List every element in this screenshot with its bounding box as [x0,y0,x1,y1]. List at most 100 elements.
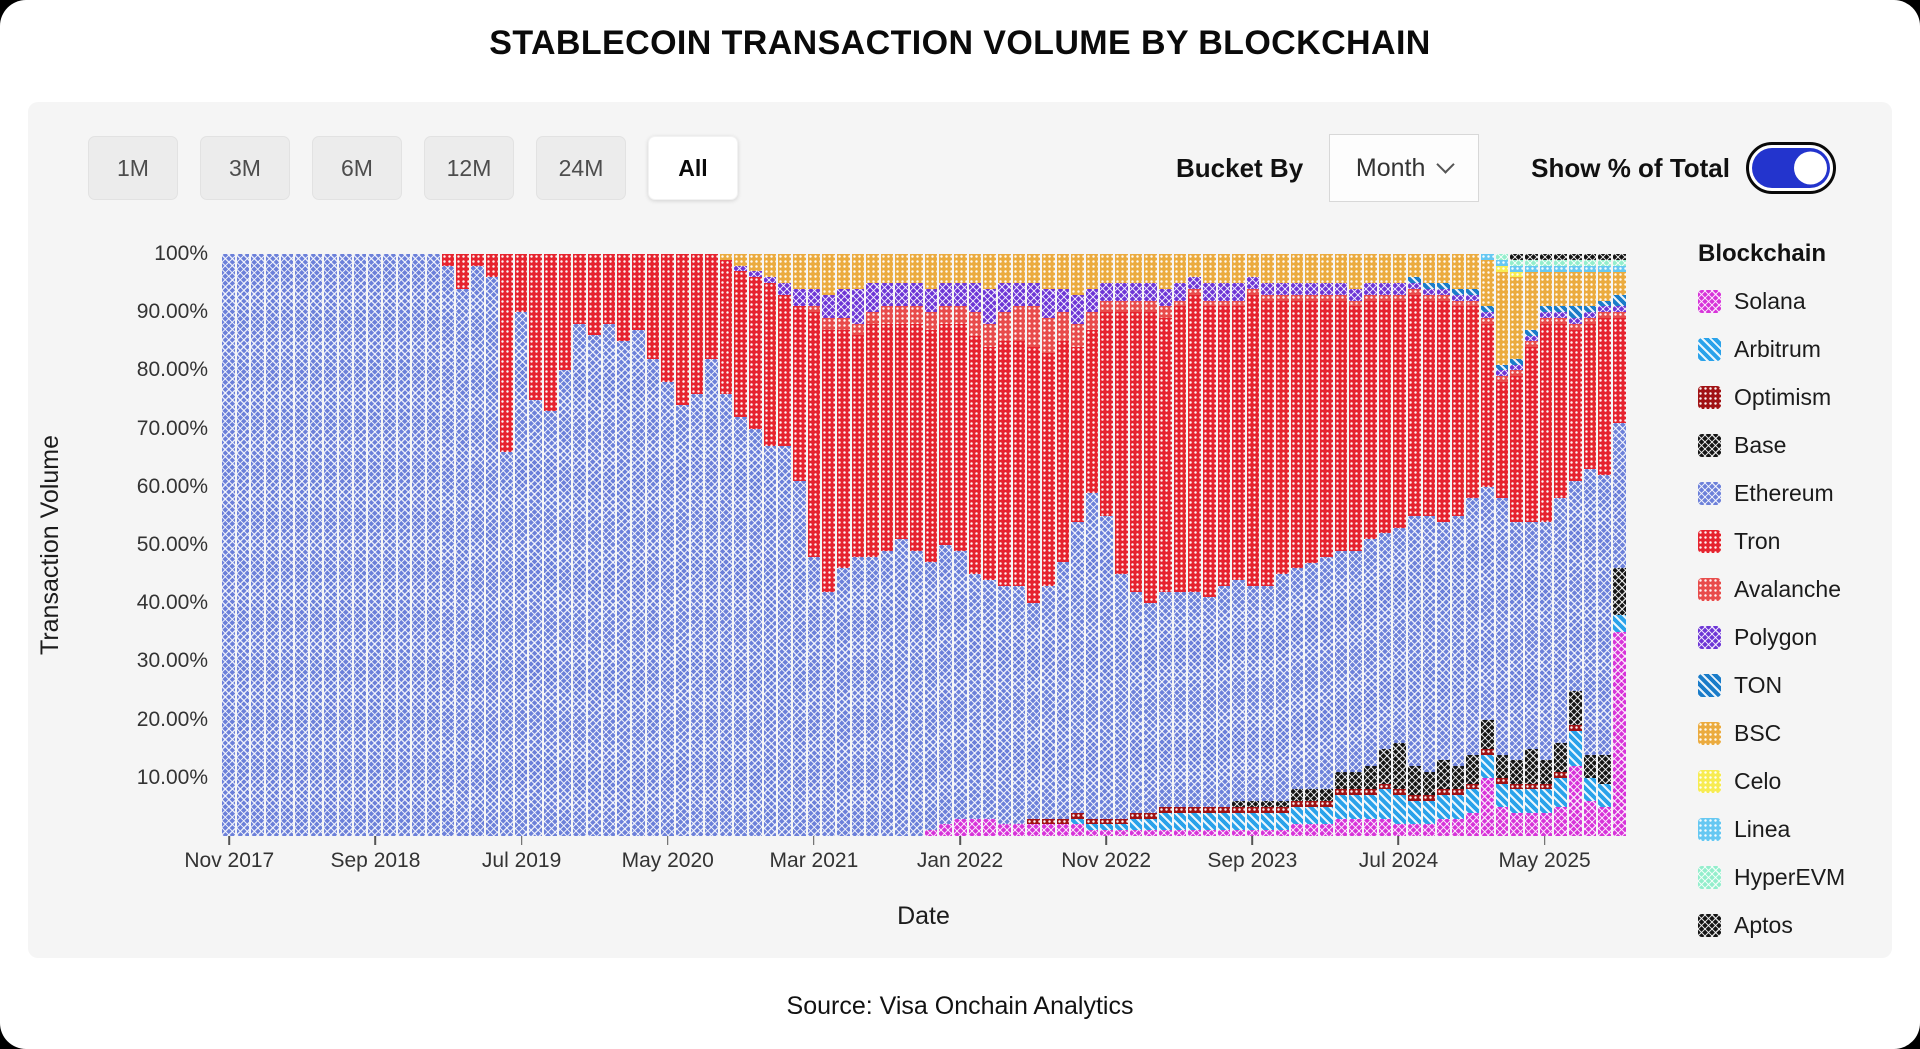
legend-item-optimism[interactable]: Optimism [1698,384,1884,411]
solana-segment [1568,766,1582,836]
ethereum-segment [1495,498,1509,755]
range-button-3m[interactable]: 3M [200,136,290,200]
legend-item-hyperevm[interactable]: HyperEVM [1698,864,1884,891]
legend-item-aptos[interactable]: Aptos [1698,912,1884,939]
bar [1568,254,1582,836]
range-button-6m[interactable]: 6M [312,136,402,200]
legend-item-base[interactable]: Base [1698,432,1884,459]
bar [1422,254,1436,836]
bar [324,254,338,836]
legend-item-tron[interactable]: Tron [1698,528,1884,555]
optimism-segment [1525,783,1538,790]
bar [792,254,806,836]
ton-segment [1407,277,1421,284]
bsc-segment [1481,259,1494,307]
avalanche-segment [1159,306,1172,319]
legend-item-solana[interactable]: Solana [1698,288,1884,315]
optimism-segment [1261,806,1275,813]
tron-segment [631,254,645,330]
optimism-segment [1232,806,1245,813]
bsc-segment [1290,254,1304,284]
ethereum-segment [1071,521,1084,813]
bucket-by-select[interactable]: Month [1329,134,1480,202]
legend-item-celo[interactable]: Celo [1698,768,1884,795]
optimism-segment [1290,801,1304,807]
bar [1159,254,1172,836]
bsc-segment [807,254,821,289]
polygon-segment [778,283,791,295]
avalanche-segment [1056,312,1070,342]
bsc-segment [1612,271,1626,295]
y-tick-label: 40.00% [136,591,208,615]
legend-item-arbitrum[interactable]: Arbitrum [1698,336,1884,363]
optimism-segment [1437,789,1450,796]
x-tick-label: Jul 2024 [1358,849,1439,872]
legend-item-linea[interactable]: Linea [1698,816,1884,843]
arbitrum-segment [1217,812,1231,831]
tron-segment [1583,323,1597,470]
bar [1056,254,1070,836]
y-tick-label: 20.00% [136,707,208,731]
solana-segment [1290,824,1304,836]
avalanche-segment [1012,306,1026,342]
x-axis: Nov 2017 Sep 2018 Jul 2019 May 2020 Mar 2021… [184,836,1625,896]
solana-segment [1334,818,1348,836]
range-button-all[interactable]: All [648,136,738,200]
hyperevm-segment [1598,259,1611,266]
bucket-by-value: Month [1355,153,1426,182]
tron-segment [514,254,528,313]
ton-segment [1481,306,1494,313]
bar [1071,254,1084,836]
avalanche-segment [1129,300,1143,313]
solana-segment [1144,830,1157,836]
legend-item-polygon[interactable]: Polygon [1698,624,1884,651]
legend-item-ethereum[interactable]: Ethereum [1698,480,1884,507]
bar [763,254,777,836]
tron-segment [1495,382,1509,499]
hyperevm-swatch-icon [1698,866,1721,889]
bar [895,254,909,836]
legend-item-ton[interactable]: TON [1698,672,1884,699]
bar [880,254,894,836]
polygon-segment [1583,312,1597,319]
show-percent-toggle[interactable] [1746,142,1836,194]
avalanche-segment [1407,288,1421,295]
range-button-12m[interactable]: 12M [424,136,514,200]
avalanche-segment [1100,300,1114,313]
ethereum-segment [807,556,821,836]
ethereum-segment [705,358,718,836]
ethereum-segment [558,370,572,836]
ethereum-segment [792,480,806,836]
bsc-segment [822,254,835,295]
solana-segment [954,818,967,836]
bar [1363,254,1377,836]
bar [1525,254,1538,836]
arbitrum-segment [1407,801,1421,825]
bsc-segment [968,254,982,284]
aptos-segment [1568,254,1582,260]
range-button-24m[interactable]: 24M [536,136,626,200]
arbitrum-segment [1144,818,1157,831]
base-segment [1393,742,1406,790]
solana-segment [1085,830,1099,836]
bar [1466,254,1480,836]
bsc-segment [939,254,953,284]
linea-segment [1481,254,1494,260]
legend-item-avalanche[interactable]: Avalanche [1698,576,1884,603]
x-tick-mark [959,836,961,845]
bar [1085,254,1099,836]
polygon-segment [1261,283,1275,295]
base-segment [1568,690,1582,726]
range-button-group: 1M 3M 6M 12M 24M All [88,136,738,200]
legend-item-bsc[interactable]: BSC [1698,720,1884,747]
bar [646,254,660,836]
tron-segment [1305,300,1319,563]
tron-segment [1510,376,1524,522]
bsc-segment [895,254,909,284]
tron-segment [1027,347,1040,604]
avalanche-segment [954,306,967,324]
tron-segment [1041,352,1055,586]
range-button-1m[interactable]: 1M [88,136,178,200]
tron-segment [1085,329,1099,493]
bar [954,254,967,836]
